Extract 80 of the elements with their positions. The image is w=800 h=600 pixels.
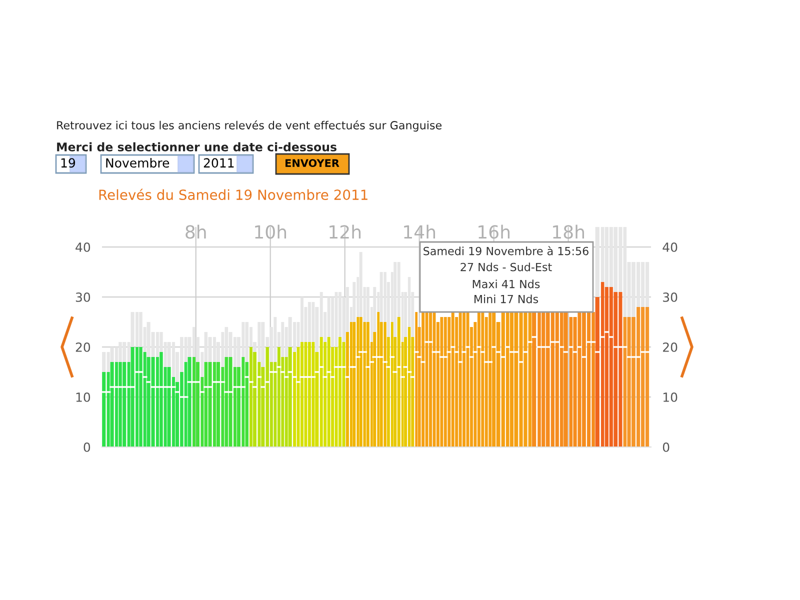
bar <box>249 347 252 447</box>
text: 2011 <box>204 158 234 168</box>
bar <box>167 367 171 447</box>
bar <box>274 317 277 362</box>
annotation: Maxi 41 Nds <box>472 280 540 288</box>
bar <box>425 312 428 447</box>
bar <box>277 347 280 447</box>
y-tick-label: 20 <box>76 342 90 352</box>
x-tick-label: 14h <box>404 224 436 239</box>
y2-tick-label: 10 <box>663 392 678 402</box>
bar <box>458 312 462 447</box>
bar <box>451 312 454 447</box>
bar <box>408 327 411 447</box>
bar <box>397 317 400 447</box>
bar <box>216 362 220 447</box>
bar <box>130 347 134 447</box>
text: ENVOYER <box>286 159 340 168</box>
bar <box>350 322 352 447</box>
annotation: Mini 17 Nds <box>474 294 538 304</box>
y2-tick-label: 40 <box>662 242 678 252</box>
bar <box>308 342 311 447</box>
bar <box>261 322 265 367</box>
bar <box>151 357 155 447</box>
bar <box>122 362 126 447</box>
y2-tick-label: 0 <box>662 442 670 452</box>
chart-title: Relevés du Samedi 19 Novembre 2011 <box>99 188 368 200</box>
bar <box>429 312 432 447</box>
bar <box>390 322 394 447</box>
bar <box>118 362 122 447</box>
y2-tick-label: 30 <box>663 292 678 302</box>
bar <box>432 312 436 447</box>
bar <box>366 322 370 447</box>
bar <box>304 342 308 447</box>
y-tick-label: 40 <box>76 242 90 252</box>
bar <box>281 322 284 357</box>
x-tick-label: 16h <box>478 224 510 239</box>
y-tick-label: 0 <box>84 442 90 452</box>
bar <box>188 357 192 447</box>
text: Merci de selectionner une date ci-dessous <box>57 142 336 152</box>
bar <box>312 342 315 447</box>
bar <box>555 312 559 447</box>
bar <box>384 322 386 447</box>
bar <box>462 312 466 447</box>
bar <box>208 362 212 447</box>
y-tick-label: 10 <box>76 392 90 402</box>
bar <box>139 347 142 447</box>
bar <box>492 312 496 447</box>
bar <box>288 347 292 447</box>
bar <box>192 357 196 447</box>
bar <box>488 312 492 447</box>
x-tick-label: 8h <box>186 224 206 239</box>
bar <box>245 322 249 362</box>
bar <box>359 317 362 447</box>
x-tick-label: 12h <box>330 224 361 239</box>
text: 19 <box>61 158 76 168</box>
bar <box>327 337 330 447</box>
bar <box>160 352 163 447</box>
y2-tick-label: 20 <box>663 342 678 352</box>
bar <box>645 307 650 447</box>
bar <box>300 342 304 447</box>
x-tick-label: 10h <box>255 224 286 239</box>
bar <box>422 312 425 447</box>
bar <box>110 362 114 447</box>
bar <box>481 312 484 447</box>
bar <box>477 312 480 447</box>
bar <box>614 227 618 292</box>
bar <box>102 372 106 447</box>
bar <box>623 317 627 447</box>
y-tick-label: 30 <box>76 292 90 302</box>
text: Novembre <box>106 158 170 168</box>
bar <box>228 357 232 447</box>
bar <box>440 317 444 447</box>
bar <box>444 317 447 447</box>
annotation: Samedi 19 Novembre à 15:56 <box>424 246 588 256</box>
annotation: 27 Nds - Sud-Est <box>460 262 552 272</box>
bar <box>394 262 397 337</box>
text: Retrouvez ici tous les anciens relevés de vent effectués sur Ganguise <box>57 120 442 132</box>
bar <box>645 262 650 307</box>
x-tick-label: 18h <box>553 224 584 239</box>
bar <box>338 337 342 447</box>
